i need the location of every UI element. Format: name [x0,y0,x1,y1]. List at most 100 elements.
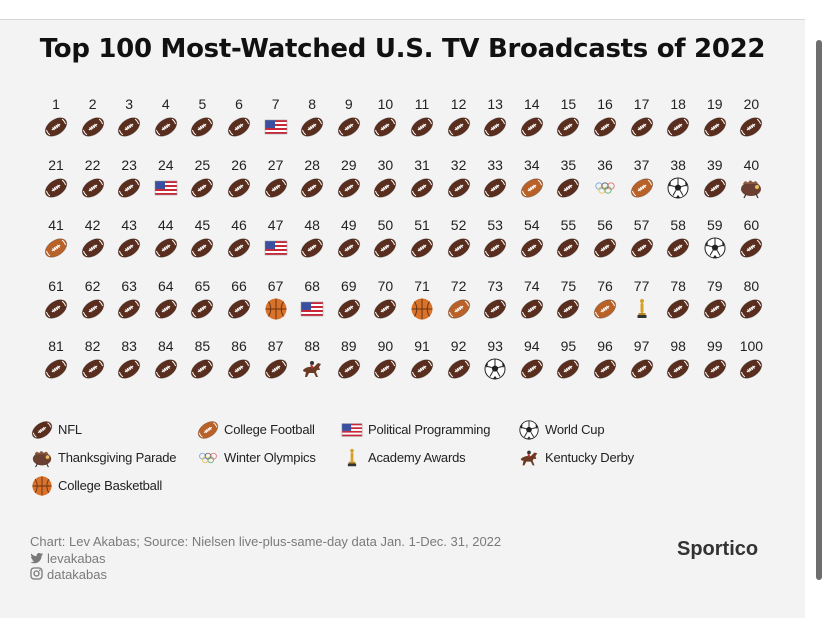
rank-label: 44 [158,217,174,233]
rank-label: 55 [560,217,577,233]
broadcast-rank-33: 33 [477,157,513,201]
nfl-football-icon [372,236,398,260]
rank-label: 52 [450,217,467,233]
rank-label: 37 [633,156,650,173]
broadcast-rank-45: 45 [184,217,220,261]
nfl-football-icon [226,115,252,139]
rank-label: 85 [194,338,211,354]
basketball-icon [263,297,289,321]
rank-label: 63 [121,277,137,294]
rank-label: 24 [158,156,174,173]
rank-label: 13 [487,96,503,112]
rank-label: 70 [377,277,394,294]
broadcast-rank-76: 76 [587,278,623,322]
broadcast-rank-95: 95 [550,338,586,382]
scrollbar[interactable] [816,40,822,580]
footer-twitter[interactable]: levakabas [30,551,106,566]
rank-label: 19 [707,96,723,112]
legend-label: College Football [224,422,315,437]
nfl-football-icon [189,236,215,260]
broadcast-rank-49: 49 [331,217,367,261]
nfl-football-icon [629,357,655,381]
rank-label: 77 [633,277,650,294]
broadcast-rank-20: 20 [733,96,769,140]
nfl-football-icon [43,176,69,200]
basketball-icon [409,297,435,321]
soccer-ball-icon [482,357,508,381]
college-football-icon [629,176,655,200]
broadcast-rank-100: 100 [733,338,769,382]
rank-label: 45 [194,217,211,233]
broadcast-rank-19: 19 [697,96,733,140]
us-flag-icon [263,115,289,139]
chart-title: Top 100 Most-Watched U.S. TV Broadcasts … [39,34,766,64]
rank-label: 27 [267,156,284,173]
broadcast-rank-27: 27 [258,157,294,201]
broadcast-rank-30: 30 [367,157,403,201]
nfl-football-icon [226,297,252,321]
broadcast-rank-46: 46 [221,217,257,261]
rank-label: 11 [414,96,430,112]
broadcast-rank-66: 66 [221,278,257,322]
broadcast-rank-34: 34 [514,157,550,201]
rank-label: 54 [524,217,540,233]
nfl-football-icon [592,115,618,139]
nfl-football-icon [409,236,435,260]
nfl-football-icon [153,297,179,321]
nfl-football-icon [702,297,728,321]
broadcast-rank-85: 85 [184,338,220,382]
rank-label: 6 [235,96,243,112]
nfl-football-icon [519,236,545,260]
nfl-football-icon [446,236,472,260]
nfl-football-icon [665,357,691,381]
rank-label: 62 [84,277,101,294]
twitter-icon [30,552,44,564]
nfl-football-icon [43,115,69,139]
rank-label: 42 [84,217,101,233]
broadcast-rank-3: 3 [111,96,147,140]
olympic-rings-icon [592,176,618,200]
nfl-football-icon [555,357,581,381]
rank-label: 22 [84,156,101,173]
nfl-football-icon [116,236,142,260]
rank-label: 23 [121,156,137,173]
rank-label: 94 [524,338,540,354]
rank-label: 8 [308,96,317,112]
nfl-football-icon [555,236,581,260]
broadcast-rank-80: 80 [733,278,769,322]
broadcast-rank-11: 11 [404,96,440,140]
nfl-football-icon [189,115,215,139]
nfl-football-icon [629,236,655,260]
footer-instagram[interactable]: datakabas [30,567,107,582]
nfl-football-icon [665,115,691,139]
broadcast-rank-48: 48 [294,217,330,261]
rank-label: 100 [739,338,764,354]
rank-label: 43 [121,217,137,233]
broadcast-rank-54: 54 [514,217,550,261]
rank-label: 46 [231,217,247,233]
nfl-football-icon [372,357,398,381]
nfl-football-icon [80,236,106,260]
rank-label: 71 [414,277,430,294]
broadcast-rank-99: 99 [697,338,733,382]
nfl-football-icon [482,176,508,200]
rank-label: 74 [524,277,540,294]
nfl-football-icon [299,176,325,200]
nfl-football-icon [226,357,252,381]
us-flag-icon [299,297,325,321]
nfl-football-icon [702,357,728,381]
nfl-football-icon [665,236,691,260]
rank-label: 9 [344,96,353,112]
nfl-football-icon [592,236,618,260]
soccer-ball-icon [702,236,728,260]
nfl-football-icon [738,236,764,260]
racehorse-icon [299,357,325,381]
broadcast-rank-77: 77 [624,278,660,322]
rank-label: 1 [52,96,60,112]
broadcast-rank-29: 29 [331,157,367,201]
rank-label: 15 [560,96,577,112]
instagram-handle: datakabas [47,567,107,582]
broadcast-rank-73: 73 [477,278,513,322]
rank-label: 82 [84,338,101,354]
rank-label: 18 [670,96,686,112]
